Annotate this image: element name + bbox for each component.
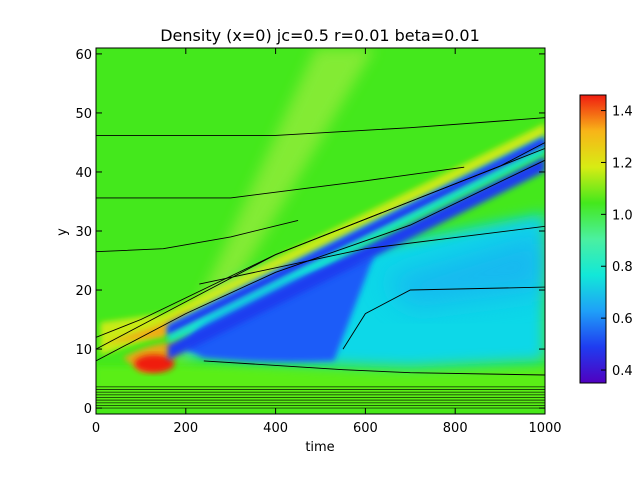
- colorbar-tick-label: 0.6: [612, 312, 633, 327]
- colorbar-tick-label: 1.0: [612, 208, 633, 223]
- contour-line-4: [96, 147, 545, 350]
- colorbar: [579, 94, 607, 384]
- colorbar-tick-label: 0.4: [612, 364, 633, 379]
- x-axis-label: time: [305, 440, 334, 455]
- region-boundary-layer: [96, 366, 545, 409]
- region-depleted: [185, 254, 375, 362]
- colorbar-ticks: 0.4 0.6 0.8 1.0 1.2 1.4: [601, 105, 633, 379]
- x-tick-label: 0: [92, 421, 100, 436]
- y-tick-label: 50: [75, 107, 92, 122]
- chart-title: Density (x=0) jc=0.5 r=0.01 beta=0.01: [160, 26, 480, 45]
- y-tick-label: 30: [75, 225, 92, 240]
- x-tick-label: 400: [263, 421, 288, 436]
- colorbar-tick-label: 0.8: [612, 260, 633, 275]
- region-high-density-peak: [134, 354, 175, 373]
- region-shock-orange: [104, 307, 195, 344]
- contour-line-5: [96, 159, 545, 362]
- region-depletion-band-upper: [167, 137, 545, 337]
- y-tick-label: 10: [75, 343, 92, 358]
- region-blue-cloud: [383, 231, 545, 308]
- y-tick-label: 20: [75, 284, 92, 299]
- y-axis: 0 10 20 30 40 50 60: [75, 48, 545, 417]
- contour-line-6: [199, 225, 545, 285]
- y-tick-label: 60: [75, 48, 92, 63]
- contour-line-0: [96, 117, 545, 136]
- region-band-gap: [167, 146, 545, 343]
- region-depletion-band-lower: [167, 156, 545, 361]
- region-shock-front: [100, 123, 545, 355]
- x-tick-label: 600: [353, 421, 378, 436]
- bottom-contour-stack: [96, 386, 545, 409]
- contour-line-8: [342, 286, 545, 350]
- contour-line-1: [96, 166, 465, 199]
- colorbar-tick-label: 1.4: [612, 105, 633, 120]
- x-axis: 0 200 400 600 800 1000: [92, 48, 562, 436]
- x-tick-label: 1000: [528, 421, 561, 436]
- y-axis-label: y: [55, 228, 70, 236]
- plot-area: [96, 48, 545, 414]
- x-tick-label: 200: [173, 421, 198, 436]
- y-tick-label: 0: [84, 402, 92, 417]
- contour-line-7: [203, 360, 545, 376]
- y-tick-label: 40: [75, 166, 92, 181]
- colorbar-tick-label: 1.2: [612, 156, 633, 171]
- contour-line-2: [96, 219, 299, 253]
- x-tick-label: 800: [443, 421, 468, 436]
